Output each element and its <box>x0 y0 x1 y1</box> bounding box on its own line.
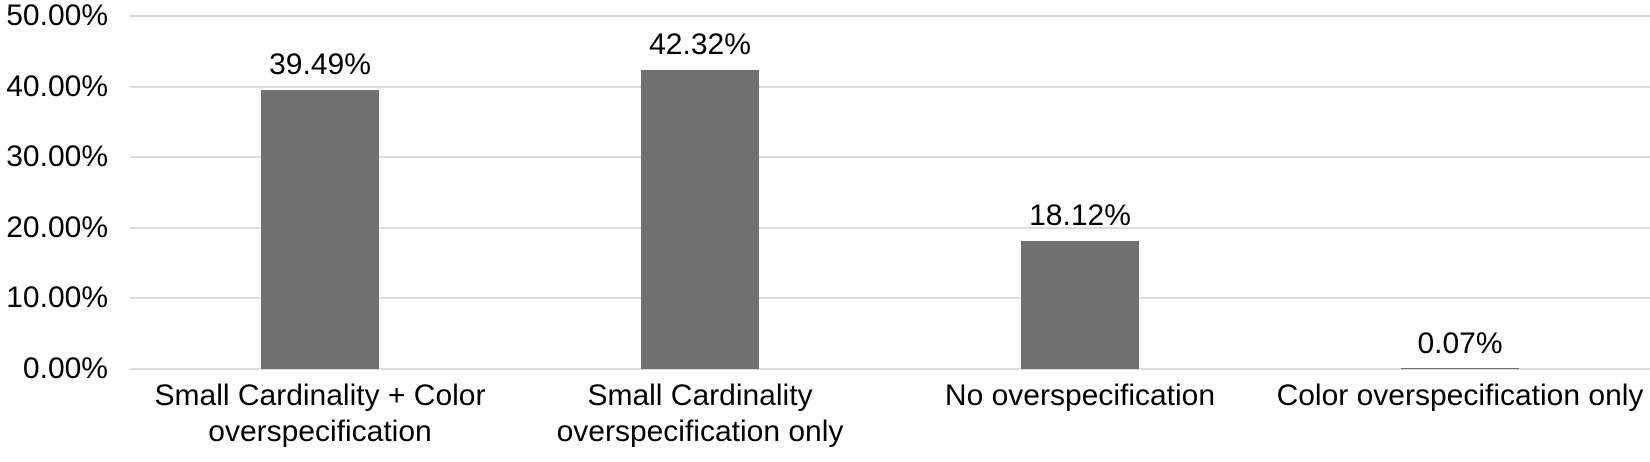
y-tick-label: 10.00% <box>6 281 108 315</box>
gridline <box>130 297 1650 300</box>
gridline <box>130 15 1650 17</box>
y-tick-label: 0.00% <box>22 352 108 385</box>
category-label: Small Cardinality overspecification only <box>556 379 844 448</box>
y-tick-label: 50.00% <box>6 0 108 32</box>
y-tick-label: 30.00% <box>6 140 108 174</box>
category-label: No overspecification <box>944 379 1216 412</box>
bar <box>261 90 379 369</box>
bar-value-label: 0.07% <box>1417 326 1503 360</box>
gridline <box>130 85 1650 88</box>
bar-value-label: 18.12% <box>1029 199 1131 233</box>
gridline <box>130 226 1650 229</box>
category-label: Small Cardinality + Color overspecificat… <box>154 379 486 448</box>
bar <box>641 70 759 369</box>
gridline <box>130 368 1650 370</box>
bar-value-label: 42.32% <box>649 28 751 62</box>
bar-value-label: 39.49% <box>269 48 371 82</box>
bar <box>1021 241 1139 369</box>
category-label: Color overspecification only <box>1276 379 1644 412</box>
gridline <box>130 156 1650 159</box>
bar <box>1401 368 1519 369</box>
y-tick-label: 20.00% <box>6 210 108 244</box>
y-tick-label: 40.00% <box>6 69 108 103</box>
